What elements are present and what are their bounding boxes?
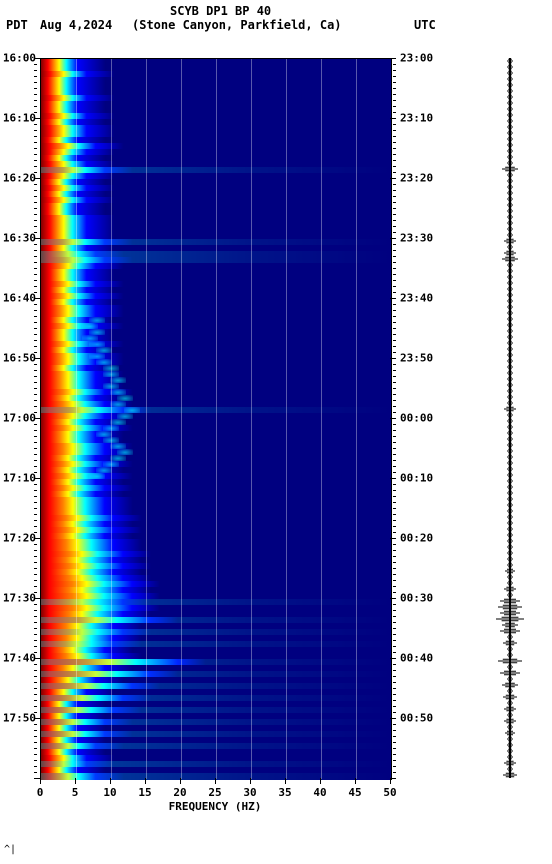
tz-left-label: PDT xyxy=(6,18,28,32)
x-tick-label: 10 xyxy=(103,786,116,799)
spectrogram-plot xyxy=(40,58,392,780)
left-time-tick-label: 16:40 xyxy=(0,292,36,305)
x-tick-label: 25 xyxy=(208,786,221,799)
tz-right-label: UTC xyxy=(414,18,436,32)
x-tick-label: 5 xyxy=(72,786,79,799)
left-time-tick-label: 16:10 xyxy=(0,112,36,125)
right-time-tick-label: 23:40 xyxy=(400,292,450,305)
left-time-axis: 16:0016:1016:2016:3016:4016:5017:0017:10… xyxy=(0,58,38,778)
right-time-tick-label: 00:30 xyxy=(400,592,450,605)
left-time-tick-label: 16:20 xyxy=(0,172,36,185)
right-time-tick-label: 23:10 xyxy=(400,112,450,125)
right-time-tick-label: 23:00 xyxy=(400,52,450,65)
right-time-tick-label: 00:20 xyxy=(400,532,450,545)
left-time-tick-label: 17:10 xyxy=(0,472,36,485)
left-time-tick-label: 17:40 xyxy=(0,652,36,665)
frequency-axis: FREQUENCY (HZ) 05101520253035404550 xyxy=(40,778,390,818)
right-ticks xyxy=(390,58,396,778)
x-tick-label: 50 xyxy=(383,786,396,799)
right-time-tick-label: 00:50 xyxy=(400,712,450,725)
x-tick-label: 20 xyxy=(173,786,186,799)
date-label: Aug 4,2024 xyxy=(40,18,112,32)
x-tick-label: 30 xyxy=(243,786,256,799)
x-axis-title: FREQUENCY (HZ) xyxy=(40,800,390,813)
location-label: (Stone Canyon, Parkfield, Ca) xyxy=(132,18,342,32)
seismic-trace xyxy=(490,58,530,778)
right-time-tick-label: 00:40 xyxy=(400,652,450,665)
left-time-tick-label: 16:00 xyxy=(0,52,36,65)
right-time-tick-label: 23:50 xyxy=(400,352,450,365)
right-time-axis: 23:0023:1023:2023:3023:4023:5000:0000:10… xyxy=(394,58,444,778)
left-time-tick-label: 17:30 xyxy=(0,592,36,605)
left-ticks xyxy=(34,58,40,778)
right-time-tick-label: 00:10 xyxy=(400,472,450,485)
left-time-tick-label: 17:00 xyxy=(0,412,36,425)
left-time-tick-label: 16:50 xyxy=(0,352,36,365)
right-time-tick-label: 00:00 xyxy=(400,412,450,425)
x-tick-label: 0 xyxy=(37,786,44,799)
x-tick-label: 35 xyxy=(278,786,291,799)
right-time-tick-label: 23:20 xyxy=(400,172,450,185)
left-time-tick-label: 16:30 xyxy=(0,232,36,245)
x-tick-label: 15 xyxy=(138,786,151,799)
chart-title: SCYB DP1 BP 40 xyxy=(170,4,271,18)
left-time-tick-label: 17:20 xyxy=(0,532,36,545)
x-tick-label: 45 xyxy=(348,786,361,799)
right-time-tick-label: 23:30 xyxy=(400,232,450,245)
left-time-tick-label: 17:50 xyxy=(0,712,36,725)
footer-glyph: ^| xyxy=(4,844,16,855)
x-tick-label: 40 xyxy=(313,786,326,799)
